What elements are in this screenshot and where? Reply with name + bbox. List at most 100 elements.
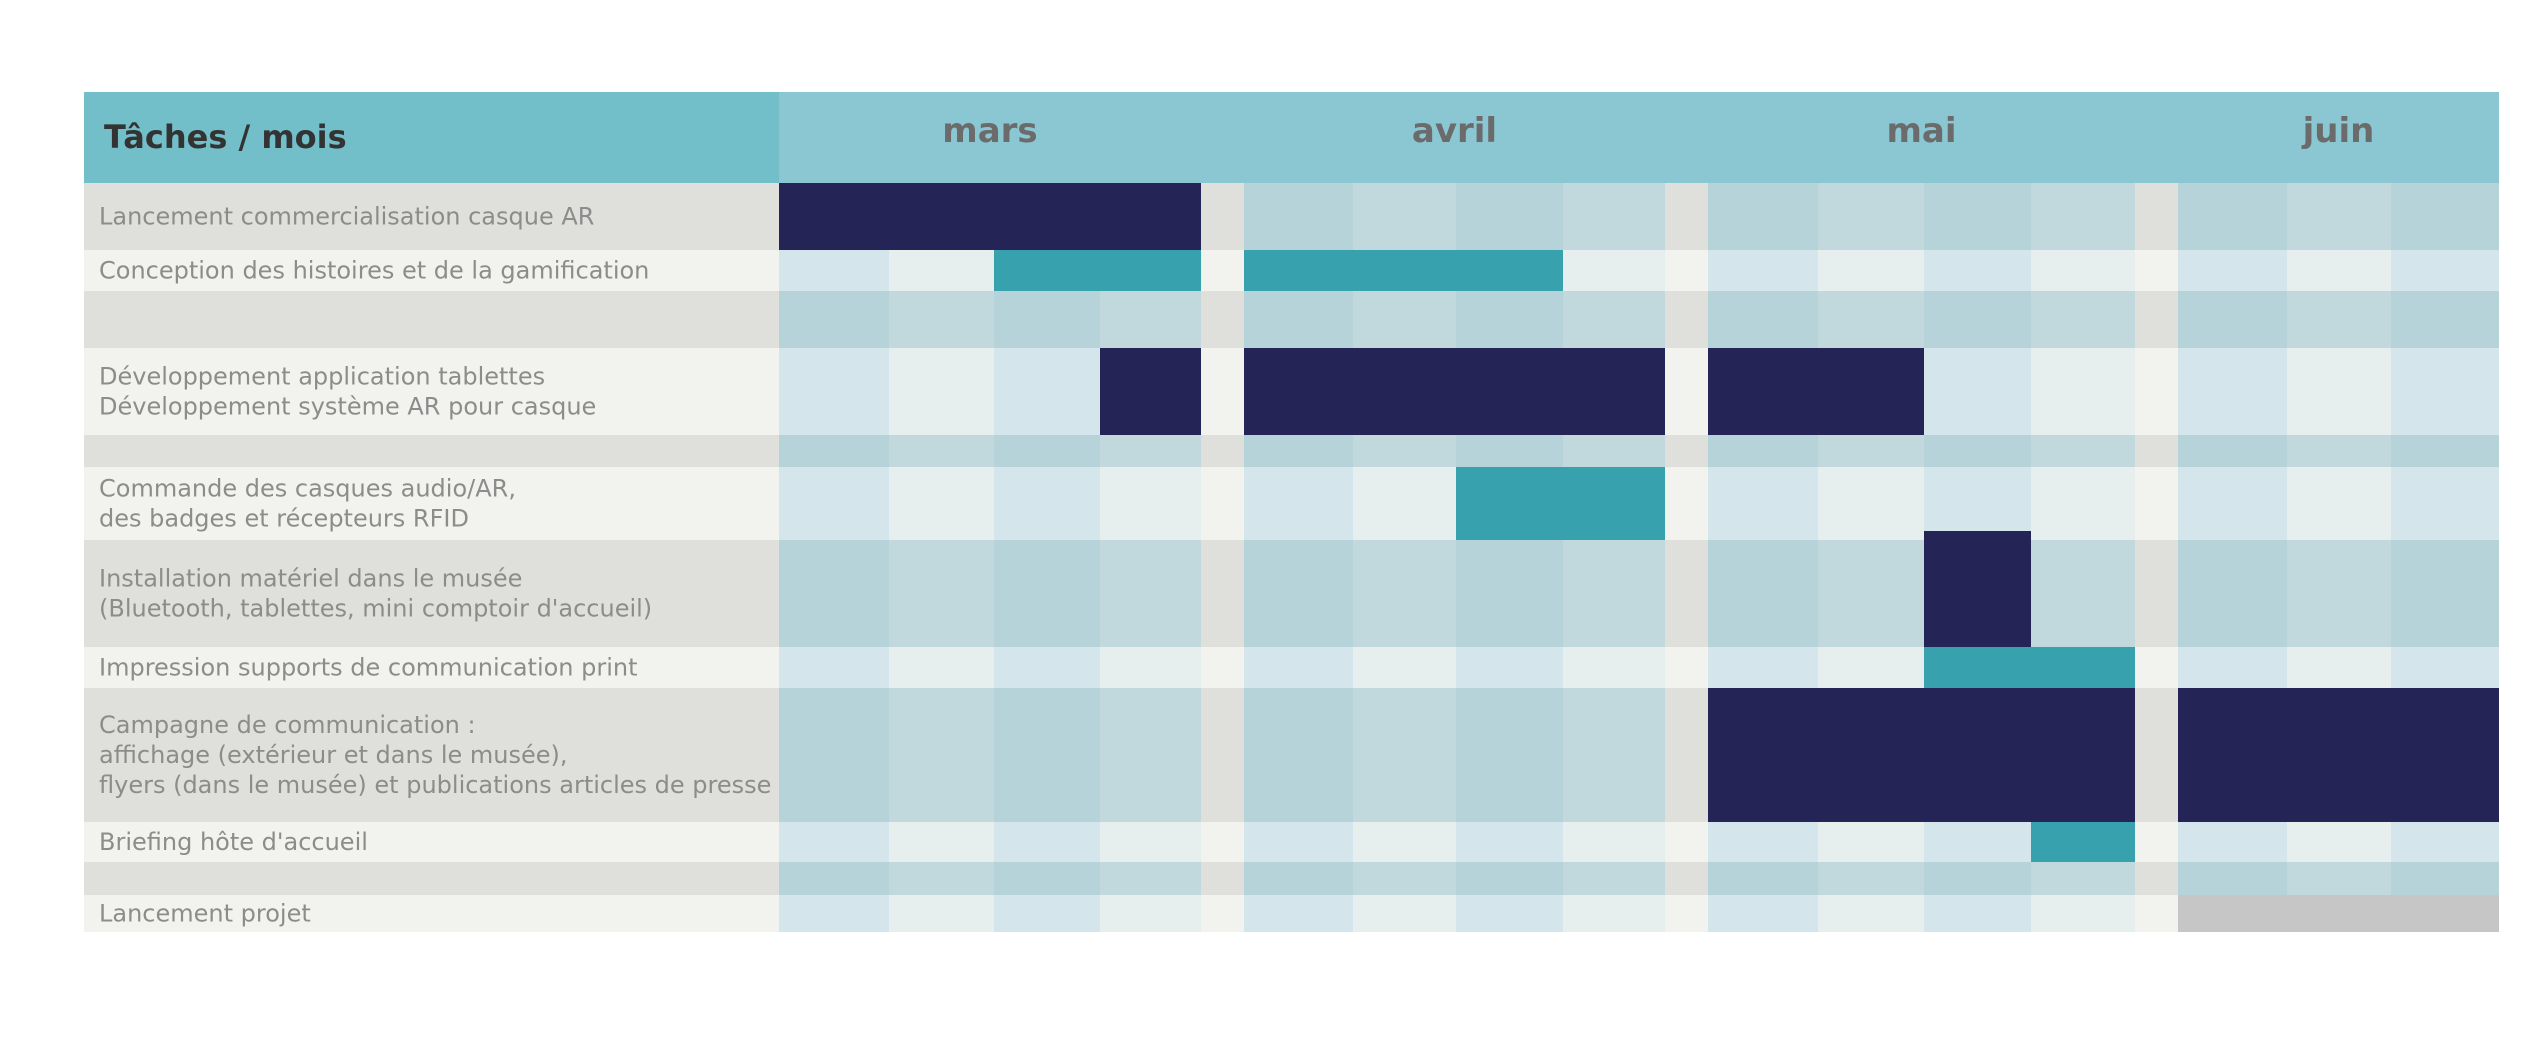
week-cell	[1818, 291, 1924, 348]
week-cell	[889, 435, 994, 467]
week-cell	[1818, 822, 1924, 862]
task-bar	[2178, 895, 2499, 932]
task-label-line: (Bluetooth, tablettes, mini comptoir d'a…	[99, 595, 652, 623]
month-separator	[1201, 688, 1244, 822]
week-cell	[779, 688, 889, 822]
week-cell	[2031, 183, 2135, 250]
week-cell	[2391, 348, 2499, 435]
week-cell	[2391, 467, 2499, 540]
task-bar	[779, 183, 1201, 250]
month-label-avril: avril	[1412, 111, 1497, 151]
task-bar	[1456, 467, 1665, 540]
month-separator	[2135, 540, 2178, 647]
week-cell	[779, 895, 889, 932]
week-cell	[994, 435, 1100, 467]
month-separator	[1201, 183, 1244, 250]
task-bar	[1244, 250, 1563, 291]
week-cell	[1708, 183, 1818, 250]
task-bar	[1244, 348, 1665, 435]
week-cell	[1818, 540, 1924, 647]
task-bar	[1708, 688, 2135, 822]
week-cell	[1456, 435, 1563, 467]
week-cell	[1708, 435, 1818, 467]
week-cell	[889, 291, 994, 348]
week-cell	[1924, 183, 2031, 250]
month-separator	[1201, 862, 1244, 895]
task-label: Impression supports de communication pri…	[99, 654, 638, 682]
task-label-cell	[84, 348, 779, 435]
week-cell	[1456, 291, 1563, 348]
week-cell	[1456, 688, 1563, 822]
week-cell	[2287, 467, 2391, 540]
month-separator	[1201, 822, 1244, 862]
month-separator	[1665, 688, 1708, 822]
week-cell	[1456, 183, 1563, 250]
week-cell	[2287, 250, 2391, 291]
week-cell	[1353, 647, 1456, 688]
week-cell	[1353, 435, 1456, 467]
task-label-line: Campagne de communication :	[99, 711, 476, 739]
task-bar	[1708, 348, 1924, 435]
month-separator	[1201, 467, 1244, 540]
week-cell	[994, 688, 1100, 822]
task-label-line: Impression supports de communication pri…	[99, 654, 638, 682]
week-cell	[2287, 348, 2391, 435]
week-cell	[1563, 540, 1665, 647]
week-cell	[779, 250, 889, 291]
week-cell	[2178, 862, 2287, 895]
week-cell	[2287, 291, 2391, 348]
week-cell	[1456, 862, 1563, 895]
header-left-cell	[84, 92, 779, 183]
week-cell	[2178, 822, 2287, 862]
month-separator	[2135, 688, 2178, 822]
week-cell	[1563, 895, 1665, 932]
week-cell	[779, 862, 889, 895]
week-cell	[1924, 250, 2031, 291]
week-cell	[994, 348, 1100, 435]
task-label-line: Installation matériel dans le musée	[99, 565, 522, 593]
week-cell	[2031, 467, 2135, 540]
task-label: Conception des histoires et de la gamifi…	[99, 257, 649, 285]
month-separator	[1201, 348, 1244, 435]
week-cell	[1100, 435, 1201, 467]
week-cell	[1563, 250, 1665, 291]
week-cell	[1244, 435, 1353, 467]
week-cell	[1353, 895, 1456, 932]
month-separator	[1665, 895, 1708, 932]
week-cell	[889, 647, 994, 688]
week-cell	[779, 822, 889, 862]
week-cell	[1708, 250, 1818, 291]
week-cell	[1924, 348, 2031, 435]
week-cell	[1708, 291, 1818, 348]
week-cell	[1244, 647, 1353, 688]
week-cell	[994, 291, 1100, 348]
week-cell	[2031, 435, 2135, 467]
task-bar	[994, 250, 1201, 291]
task-label-line: flyers (dans le musée) et publications a…	[99, 771, 771, 799]
month-separator	[1665, 435, 1708, 467]
month-separator	[2135, 250, 2178, 291]
task-label-cell	[84, 291, 779, 348]
week-cell	[1353, 183, 1456, 250]
task-label-line: Lancement commercialisation casque AR	[99, 203, 594, 231]
task-bar	[1924, 531, 2031, 647]
week-cell	[1353, 862, 1456, 895]
task-label: Développement application tablettes Dével…	[99, 363, 596, 421]
week-cell	[2391, 540, 2499, 647]
week-cell	[889, 348, 994, 435]
week-cell	[1244, 688, 1353, 822]
week-cell	[2391, 291, 2499, 348]
week-cell	[1818, 250, 1924, 291]
week-cell	[1708, 822, 1818, 862]
week-cell	[1563, 862, 1665, 895]
week-cell	[1818, 183, 1924, 250]
task-label-cell	[84, 250, 779, 291]
task-label-line: affichage (extérieur et dans le musée),	[99, 741, 568, 769]
month-separator	[2135, 435, 2178, 467]
month-separator	[1201, 435, 1244, 467]
week-cell	[1100, 647, 1201, 688]
week-cell	[2031, 250, 2135, 291]
week-cell	[1563, 183, 1665, 250]
task-label-cell	[84, 540, 779, 647]
